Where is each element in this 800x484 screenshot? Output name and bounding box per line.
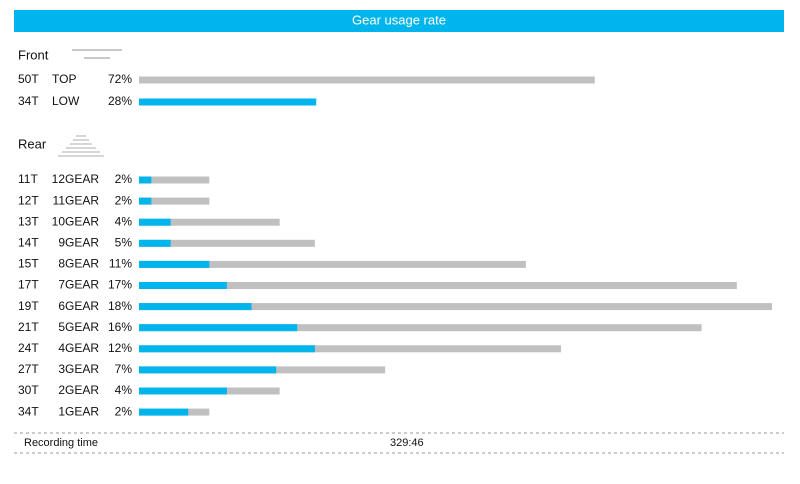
usage-bar [139,345,561,353]
gear-label: 11GEAR [53,193,100,207]
gear-label: 8GEAR [58,257,99,271]
low-usage-bar [139,366,277,374]
usage-bar [139,98,317,106]
usage-bar [139,76,595,84]
low-usage-bar [139,260,210,268]
low-usage-bar [139,387,227,395]
percent-label: 72% [108,72,132,86]
front-icon [72,49,122,59]
header-title: Gear usage rate [352,12,446,27]
footer-label: Recording time [24,437,98,449]
teeth-label: 19T [18,299,39,313]
usage-bar [139,239,315,247]
percent-label: 16% [108,320,132,334]
usage-bar [139,176,210,184]
teeth-label: 34T [18,94,39,108]
gear-label: TOP [52,72,76,86]
teeth-label: 11T [18,172,38,186]
teeth-label: 24T [18,341,39,355]
low-usage-bar [139,197,152,205]
usage-bar [139,303,772,311]
rear-icon [58,135,104,157]
low-usage-bar [139,408,189,416]
gear-label: 2GEAR [58,383,99,397]
gear-label: 7GEAR [58,278,99,292]
low-usage-bar [139,218,171,226]
gear-label: LOW [52,94,80,108]
teeth-label: 13T [18,214,39,228]
gear-label: 10GEAR [52,214,100,228]
teeth-label: 17T [18,278,39,292]
percent-label: 17% [108,278,132,292]
gear-label: 1GEAR [58,404,99,418]
percent-label: 7% [115,362,133,376]
gear-label: 6GEAR [58,299,99,313]
teeth-label: 14T [18,235,39,249]
percent-label: 28% [108,94,132,108]
gear-label: 4GEAR [58,341,99,355]
section-label: Front [18,47,49,62]
percent-label: 4% [115,383,133,397]
gear-label: 12GEAR [52,172,100,186]
percent-label: 2% [115,193,133,207]
percent-label: 5% [115,235,133,249]
teeth-label: 27T [18,362,39,376]
header-bar [14,10,784,32]
usage-bar [139,260,526,268]
usage-bar [139,324,702,332]
teeth-label: 50T [18,72,39,86]
low-usage-bar [139,239,171,247]
usage-bar [139,282,737,289]
percent-label: 11% [109,257,132,271]
teeth-label: 12T [18,193,39,207]
teeth-label: 30T [18,383,39,397]
gear-label: 9GEAR [58,235,99,249]
low-usage-bar [139,324,298,332]
percent-label: 18% [108,299,132,313]
usage-bar [139,218,280,226]
low-usage-bar [139,303,252,311]
teeth-label: 34T [18,404,39,418]
teeth-label: 21T [18,320,39,334]
low-usage-bar [139,176,152,184]
gear-label: 5GEAR [58,320,99,334]
low-usage-bar [139,282,227,289]
section-label: Rear [18,136,47,151]
percent-label: 2% [115,172,133,186]
percent-label: 4% [115,214,133,228]
low-usage-bar [139,345,315,353]
percent-label: 2% [115,404,133,418]
usage-bar [139,197,210,205]
percent-label: 12% [108,341,132,355]
footer-value: 329:46 [390,437,424,449]
teeth-label: 15T [18,257,39,271]
gear-label: 3GEAR [58,362,99,376]
